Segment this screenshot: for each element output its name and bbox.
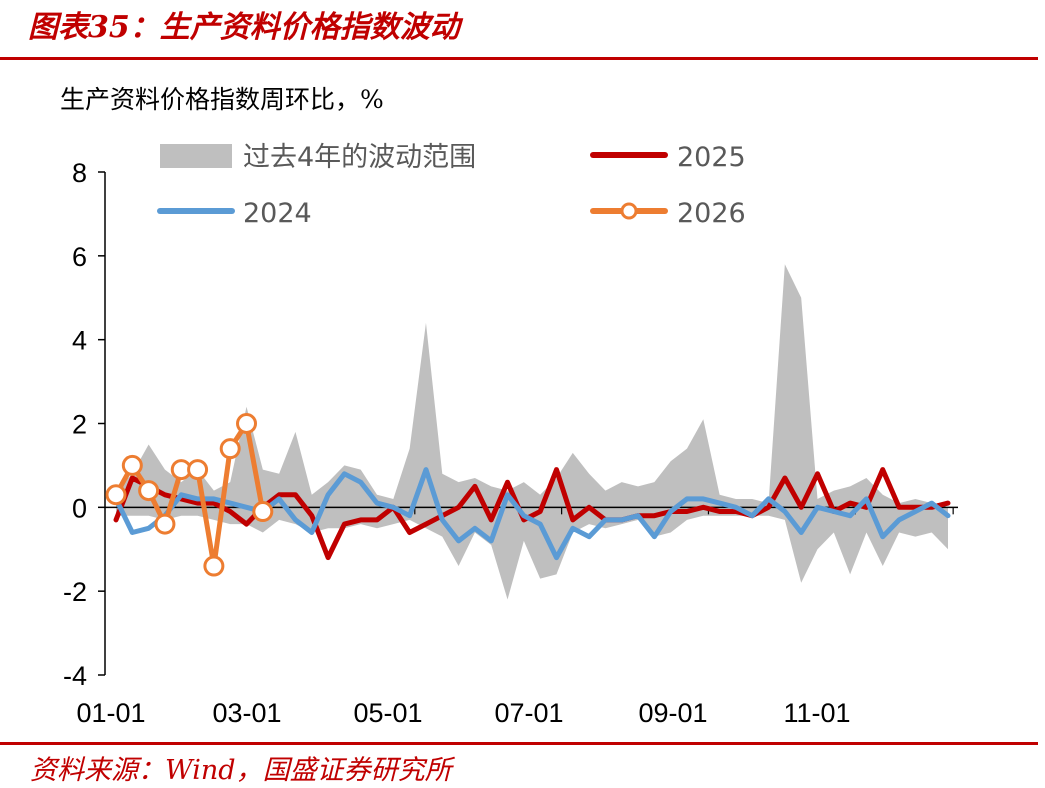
series-point-2026 — [187, 459, 209, 481]
bottom-rule — [0, 742, 1038, 745]
series-layer — [105, 413, 951, 577]
source-note: 资料来源：Wind，国盛证券研究所 — [30, 755, 452, 786]
series-point-2026 — [203, 555, 225, 577]
legend-label-2025: 2025 — [677, 142, 746, 173]
x-tick-label: 03-01 — [212, 698, 281, 728]
series-point-2026 — [105, 484, 127, 506]
x-tick-label: 05-01 — [353, 698, 422, 728]
band-layer — [116, 264, 948, 600]
y-tick-label: 2 — [72, 410, 87, 440]
series-point-2026 — [252, 501, 274, 523]
axes-layer: 8 6 4 2 0 -2 -4 01-01 03-01 05-01 07-01 09-01 11-01 — [63, 158, 958, 728]
x-tick-label: 11-01 — [783, 698, 850, 728]
band-area — [116, 264, 948, 600]
series-point-2026 — [236, 413, 258, 434]
legend-label-2024: 2024 — [243, 198, 312, 229]
y-tick-label: 8 — [72, 158, 87, 188]
y-tick-label: -4 — [63, 661, 87, 691]
series-point-2026 — [154, 513, 176, 535]
legend-label-2026: 2026 — [677, 198, 746, 229]
legend-label-band: 过去4年的波动范围 — [243, 142, 476, 173]
unit-label: 生产资料价格指数周环比，% — [60, 85, 384, 114]
y-tick-label: 0 — [72, 493, 87, 523]
legend-marker-2026 — [620, 202, 638, 220]
legend-swatch-band — [160, 144, 232, 168]
figure-title: 图表35：生产资料价格指数波动 — [28, 10, 460, 45]
y-tick-label: 4 — [72, 326, 87, 356]
legend: 过去4年的波动范围 2025 2024 2026 — [157, 142, 746, 229]
y-tick-label: -2 — [63, 577, 87, 607]
x-tick-label: 01-01 — [76, 698, 145, 728]
top-rule — [0, 57, 1038, 60]
series-point-2026 — [138, 480, 160, 502]
series-point-2026 — [219, 438, 241, 460]
series-point-2026 — [121, 454, 143, 476]
x-tick-label: 09-01 — [638, 698, 707, 728]
x-tick-label: 07-01 — [494, 698, 563, 728]
y-tick-label: 6 — [72, 242, 87, 272]
